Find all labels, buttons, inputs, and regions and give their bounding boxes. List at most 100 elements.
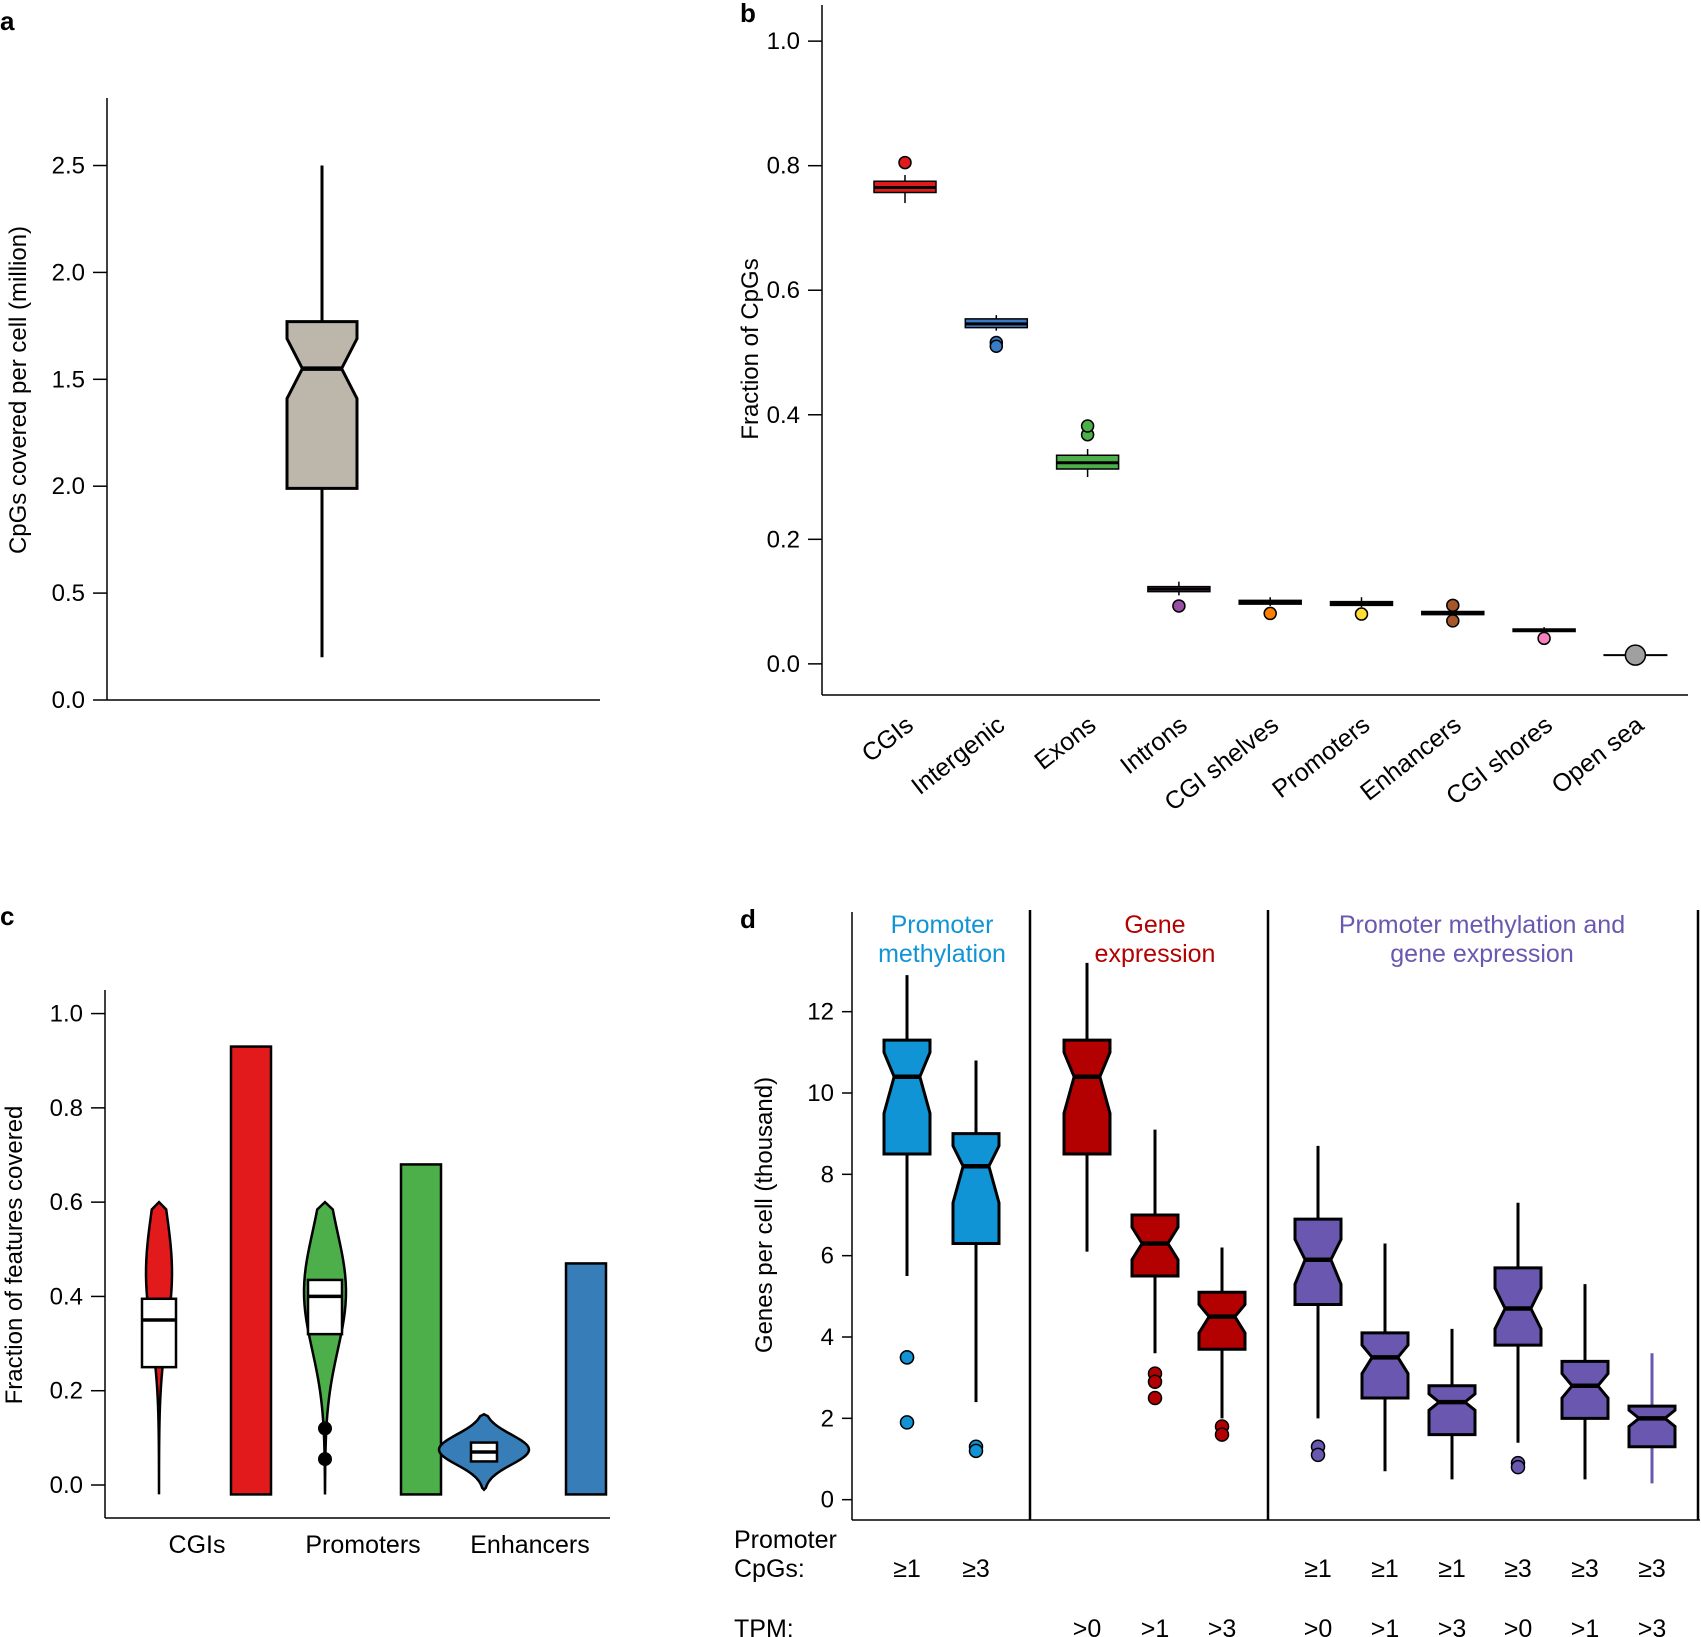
panel-d-y-tick-label-5: 10 xyxy=(807,1080,834,1107)
panel-b-box-5-outlier-0 xyxy=(1354,607,1369,621)
panel-d-tpm-4: >3 xyxy=(1208,1615,1237,1637)
panel-c-y-tick-label-2: 0.4 xyxy=(50,1283,83,1310)
panel-d-section-2-title-0: Promoter methylation and xyxy=(1339,911,1625,939)
panel-c-violin-0-box xyxy=(140,1297,178,1369)
panel-c-y-tick-label-0: 0.0 xyxy=(50,1472,83,1499)
panel-c-ylabel: Fraction of features covered xyxy=(1,1106,28,1405)
panel-d-cpg-5: ≥1 xyxy=(1304,1555,1332,1583)
panel-d-y-tick-label-3: 6 xyxy=(821,1243,834,1270)
panel-b-box-4-outlier-0 xyxy=(1263,606,1277,621)
panel-d-ylabel: Genes per cell (thousand) xyxy=(751,1077,778,1353)
panel-b-cat-8: Open sea xyxy=(1546,711,1649,800)
panel-b-cat-2: Exons xyxy=(1029,711,1101,776)
panel-b-box-2-outlier-1 xyxy=(1080,419,1095,433)
panel-b-box-6-outlier-0 xyxy=(1446,614,1460,628)
panel-d-tpm-3: >1 xyxy=(1141,1615,1170,1637)
panel-d-section-1-title-0: Gene xyxy=(1124,911,1185,939)
panel-d-box-8-outlier-1 xyxy=(1510,1459,1526,1475)
panel-d-y-tick-label-1: 2 xyxy=(821,1405,834,1432)
panel-d-section-0-title-0: Promoter xyxy=(891,911,994,939)
panel-d-cpg-6: ≥1 xyxy=(1371,1555,1399,1583)
panel-c-y-tick-label-5: 1.0 xyxy=(50,1001,83,1028)
panel-d-cpg-10: ≥3 xyxy=(1638,1555,1666,1583)
panel-d-box-1-box xyxy=(951,1132,1001,1245)
panel-a-y-tick-label-1: 0.5 xyxy=(52,580,85,607)
panel-d-box-2-box xyxy=(1062,1038,1112,1156)
panel-d-box-0-outlier-1 xyxy=(899,1350,915,1365)
panel-b-cat-3: Introns xyxy=(1115,711,1192,780)
panel-d-tpm-9: >1 xyxy=(1571,1615,1600,1637)
panel-d-section-2-title-1: gene expression xyxy=(1390,940,1573,968)
panel-d-tpm-2: >0 xyxy=(1073,1615,1102,1637)
panel-d-y-tick-label-6: 12 xyxy=(807,999,834,1026)
panel-c-violin-1 xyxy=(302,1200,348,1495)
panel-d-box-5-outlier-1 xyxy=(1310,1447,1326,1463)
panel-b-y-tick-label-2: 0.4 xyxy=(767,402,800,429)
panel-a-y-tick-label-5: 2.5 xyxy=(52,153,85,180)
panel-b-box-1-outlier-1 xyxy=(989,339,1004,354)
panel-d-tpm-7: >3 xyxy=(1438,1615,1467,1637)
panel-d-row-label-cpgs: CpGs: xyxy=(734,1555,805,1583)
panel-d-section-0-title-1: methylation xyxy=(878,940,1006,968)
panel-c-label: c xyxy=(0,901,14,931)
panel-b-cat-0: CGIs xyxy=(857,711,919,768)
panel-b-y-tick-label-3: 0.6 xyxy=(767,277,800,304)
panel-d-cpg-9: ≥3 xyxy=(1571,1555,1599,1583)
panel-a-ylabel: CpGs covered per cell (million) xyxy=(5,226,32,554)
panel-d-box-3-outlier-1 xyxy=(1147,1374,1163,1389)
panel-d-box-3-outlier-2 xyxy=(1147,1390,1163,1406)
panel-b-ylabel: Fraction of CpGs xyxy=(737,258,764,439)
panel-d-row-label-promoter: Promoter xyxy=(734,1526,837,1554)
panel-d-box-4-outlier-1 xyxy=(1214,1427,1230,1442)
panel-b-box-0-outlier-0 xyxy=(898,155,912,170)
panel-d-box-9-box xyxy=(1560,1359,1610,1420)
panel-d-box-7-box xyxy=(1427,1384,1477,1437)
panel-d-y-tick-label-4: 8 xyxy=(821,1161,834,1188)
panel-d-box-0-box xyxy=(882,1038,932,1156)
panel-b-box-7-outlier-0 xyxy=(1537,631,1551,646)
panel-d-box-0-outlier-2 xyxy=(899,1415,915,1430)
panel-b-cat-1: Intergenic xyxy=(906,711,1010,801)
panel-d-cpg-0: ≥1 xyxy=(893,1555,921,1583)
panel-a-y-tick-label-0: 0.0 xyxy=(52,687,85,714)
panel-a-y-tick-label-2: 2.0 xyxy=(52,473,85,500)
panel-d-row-label-tpm: TPM: xyxy=(734,1615,794,1637)
panel-b-y-tick-label-4: 0.8 xyxy=(767,153,800,180)
panel-c-bar-0 xyxy=(229,1045,273,1496)
panel-d-tpm-10: >3 xyxy=(1638,1615,1667,1637)
panel-a-y-tick-label-4: 2.0 xyxy=(52,259,85,286)
panel-b-box-6-outlier-1 xyxy=(1446,598,1460,613)
panel-d-box-1-outlier-1 xyxy=(968,1443,984,1459)
panel-d-cpg-1: ≥3 xyxy=(962,1555,990,1583)
panel-b-y-tick-label-1: 0.2 xyxy=(767,526,800,553)
panel-b-box-3-outlier-0 xyxy=(1172,599,1186,613)
panel-d-tpm-6: >1 xyxy=(1371,1615,1400,1637)
panel-c-violin-1-outlier-1 xyxy=(318,1452,332,1467)
panel-b-label: b xyxy=(740,0,756,28)
panel-d-box-6-box xyxy=(1360,1331,1410,1400)
panel-d-section-1-title-1: expression xyxy=(1095,940,1216,968)
panel-d-box-4-box xyxy=(1197,1290,1247,1351)
panel-a-label: a xyxy=(0,6,15,36)
panel-b-y-tick-label-0: 0.0 xyxy=(767,651,800,678)
panel-c-violin-1-box xyxy=(306,1278,344,1336)
panel-c-y-tick-label-3: 0.6 xyxy=(50,1189,83,1216)
panel-c-bar-1 xyxy=(399,1163,443,1496)
panel-d-tpm-8: >0 xyxy=(1504,1615,1533,1637)
panel-c-violin-1-outlier-0 xyxy=(318,1421,332,1436)
panel-b-box-8-outlier xyxy=(1624,644,1647,666)
panel-c-y-tick-label-4: 0.8 xyxy=(50,1095,83,1122)
panel-c-bar-2 xyxy=(564,1262,608,1496)
panel-c-cat-2: Enhancers xyxy=(470,1531,590,1559)
panel-d-y-tick-label-0: 0 xyxy=(821,1487,834,1514)
panel-d-cpg-7: ≥1 xyxy=(1438,1555,1466,1583)
panel-d-cpg-8: ≥3 xyxy=(1504,1555,1532,1583)
panel-a-y-tick-label-3: 1.5 xyxy=(52,366,85,393)
panel-d-tpm-5: >0 xyxy=(1304,1615,1333,1637)
panel-d-label: d xyxy=(740,904,756,934)
panel-c-y-tick-label-1: 0.2 xyxy=(50,1378,83,1405)
panel-b-y-tick-label-5: 1.0 xyxy=(767,28,800,55)
panel-d-y-tick-label-2: 4 xyxy=(821,1324,834,1351)
panel-d-box-10-box xyxy=(1627,1404,1677,1449)
